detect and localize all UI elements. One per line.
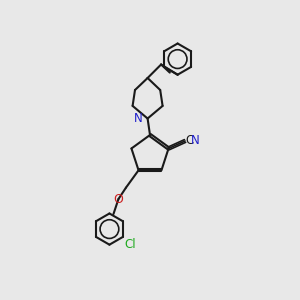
- Text: O: O: [113, 193, 123, 206]
- Text: N: N: [134, 112, 143, 125]
- Text: N: N: [190, 134, 199, 148]
- Text: Cl: Cl: [124, 238, 136, 251]
- Text: C: C: [186, 134, 194, 148]
